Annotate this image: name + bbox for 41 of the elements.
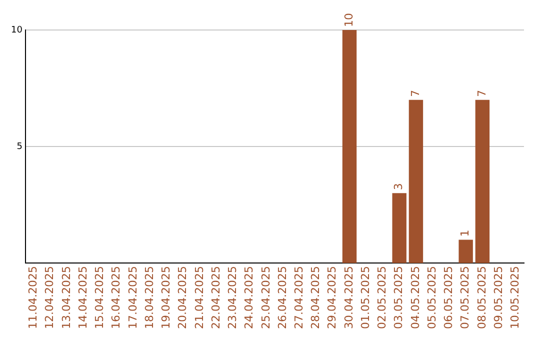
x-tick-label: 16.04.2025 xyxy=(110,266,123,330)
data-label: 1 xyxy=(458,230,472,237)
x-tick-label: 06.05.2025 xyxy=(442,266,456,330)
x-tick-label: 21.04.2025 xyxy=(192,266,206,330)
x-tick-label: 29.04.2025 xyxy=(326,266,339,330)
x-tick-label: 20.04.2025 xyxy=(176,266,190,330)
y-tick-label: 5 xyxy=(16,142,22,152)
x-tick-label: 10.05.2025 xyxy=(508,266,522,330)
x-tick-label: 25.04.2025 xyxy=(259,266,272,330)
x-tick-label: 27.04.2025 xyxy=(292,266,306,330)
bar xyxy=(458,240,473,264)
x-tick-label: 24.04.2025 xyxy=(242,266,256,330)
x-tick-label: 30.04.2025 xyxy=(342,266,356,330)
x-tick-label: 04.05.2025 xyxy=(408,266,422,330)
data-label: 3 xyxy=(392,183,406,190)
bar xyxy=(392,193,406,264)
x-tick-label: 05.05.2025 xyxy=(425,266,438,330)
x-tick-label: 26.04.2025 xyxy=(276,266,289,330)
x-tick-label: 15.04.2025 xyxy=(93,266,106,330)
x-tick-label: 22.04.2025 xyxy=(209,266,222,330)
data-label: 10 xyxy=(342,13,356,27)
x-tick-label: 18.04.2025 xyxy=(142,266,156,330)
data-label: 7 xyxy=(475,90,488,97)
x-tick-label: 03.05.2025 xyxy=(392,266,406,330)
x-tick-label: 11.04.2025 xyxy=(26,266,40,330)
x-tick-label: 02.05.2025 xyxy=(376,266,389,330)
x-tick-label: 14.04.2025 xyxy=(76,266,90,330)
x-tick-label: 12.04.2025 xyxy=(43,266,56,330)
x-tick-label: 19.04.2025 xyxy=(160,266,173,330)
x-tick-label: 28.04.2025 xyxy=(309,266,322,330)
x-tick-label: 23.04.2025 xyxy=(226,266,240,330)
bar xyxy=(475,100,490,264)
x-tick-label: 09.05.2025 xyxy=(492,266,505,330)
x-tick-label: 17.04.2025 xyxy=(126,266,140,330)
x-tick-label: 13.04.2025 xyxy=(60,266,73,330)
bar xyxy=(342,30,357,264)
data-label: 7 xyxy=(408,90,422,97)
x-tick-label: 08.05.2025 xyxy=(475,266,488,330)
bar xyxy=(408,100,424,264)
x-tick-label: 07.05.2025 xyxy=(458,266,472,330)
x-tick-label: 01.05.2025 xyxy=(358,266,372,330)
